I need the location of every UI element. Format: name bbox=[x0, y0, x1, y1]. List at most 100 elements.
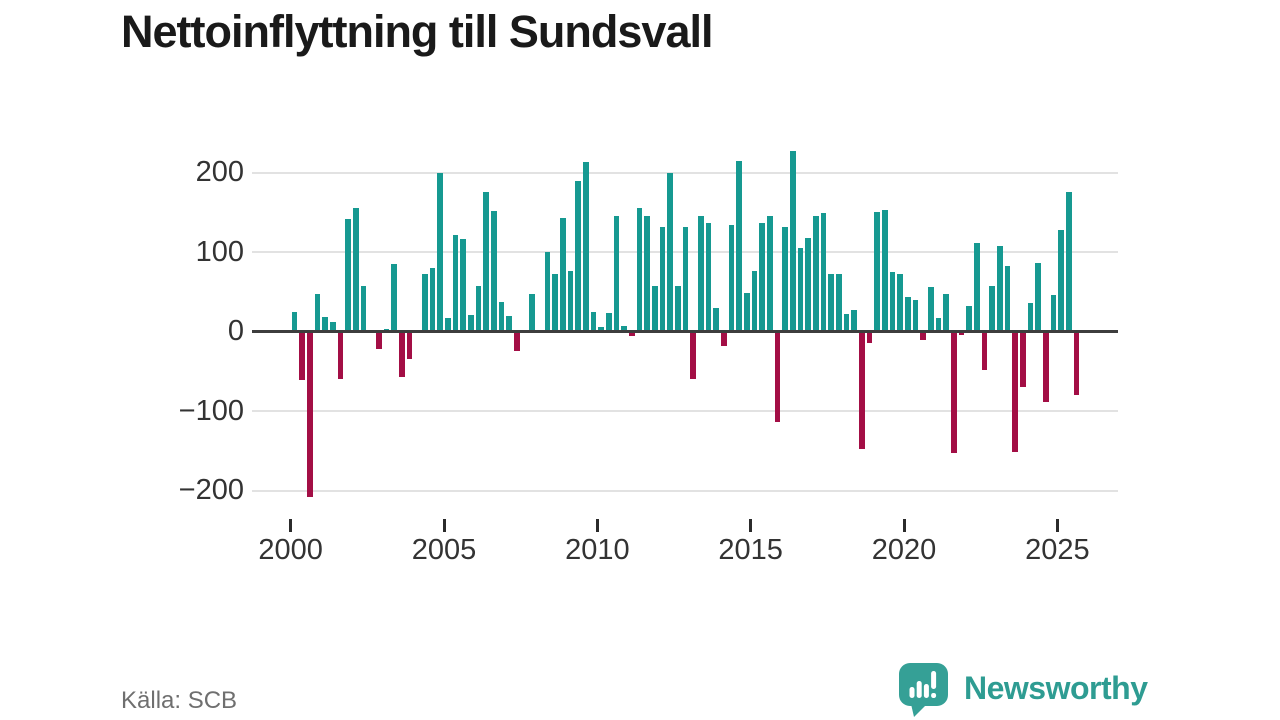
bar-2012q1 bbox=[659, 227, 666, 332]
bar-2007q4 bbox=[529, 294, 535, 332]
x-tick-label-2015: 2015 bbox=[718, 534, 783, 566]
bar-2020q3 bbox=[920, 331, 926, 340]
bar-2019q1 bbox=[874, 212, 880, 332]
bar-2015q3 bbox=[767, 215, 773, 332]
x-tick-label-2010: 2010 bbox=[565, 534, 630, 566]
bar-2004q2 bbox=[422, 273, 428, 332]
bar-2013q3 bbox=[705, 223, 712, 332]
x-tick-mark-2010 bbox=[595, 519, 599, 532]
bar-2002q4 bbox=[376, 331, 382, 350]
bar-2019q2 bbox=[882, 209, 888, 332]
bar-2023q1 bbox=[997, 245, 1003, 332]
x-tick-label-2025: 2025 bbox=[1025, 534, 1090, 566]
bar-2011q2 bbox=[636, 207, 643, 332]
bar-2016q2 bbox=[790, 151, 796, 332]
bar-2000q3 bbox=[307, 331, 313, 498]
bar-2005q3 bbox=[460, 239, 466, 332]
bar-2009q2 bbox=[575, 181, 581, 332]
bar-2023q2 bbox=[1004, 266, 1011, 332]
bar-2009q3 bbox=[583, 162, 589, 332]
bar-2006q2 bbox=[483, 191, 489, 332]
bar-2017q4 bbox=[836, 273, 842, 332]
bar-2005q4 bbox=[468, 314, 474, 332]
bar-2016q3 bbox=[797, 248, 804, 332]
bar-2001q1 bbox=[322, 317, 328, 332]
bar-2001q4 bbox=[345, 218, 351, 332]
bar-2003q2 bbox=[391, 264, 397, 332]
bar-2009q1 bbox=[567, 271, 574, 332]
y-tick-label-100: 100 bbox=[195, 235, 244, 268]
bar-2014q3 bbox=[736, 160, 742, 332]
x-tick-label-2020: 2020 bbox=[871, 534, 937, 566]
y-tick-label-200: 200 bbox=[195, 156, 244, 189]
bar-2013q2 bbox=[698, 216, 704, 332]
x-tick-label-2000: 2000 bbox=[258, 534, 323, 566]
bar-2003q4 bbox=[406, 331, 413, 359]
bar-2014q2 bbox=[728, 225, 735, 332]
bar-2021q4 bbox=[958, 331, 965, 335]
bar-2009q4 bbox=[590, 311, 597, 332]
bar-2012q4 bbox=[682, 227, 689, 332]
bar-2023q4 bbox=[1020, 331, 1026, 388]
bar-2007q2 bbox=[514, 331, 520, 351]
gridline--100 bbox=[252, 410, 1118, 413]
bar-2018q2 bbox=[851, 310, 857, 332]
bar-2013q4 bbox=[713, 307, 719, 332]
x-tick-mark-2020 bbox=[902, 519, 906, 532]
x-tick-mark-2005 bbox=[442, 519, 446, 532]
bar-2008q4 bbox=[560, 217, 566, 332]
bar-2002q1 bbox=[353, 208, 359, 332]
zero-axis-line bbox=[252, 330, 1118, 334]
bar-2024q1 bbox=[1027, 303, 1034, 332]
bar-2024q3 bbox=[1043, 331, 1049, 402]
bar-2019q4 bbox=[897, 274, 903, 332]
bar-2022q2 bbox=[974, 243, 980, 332]
brand-name: Newsworthy bbox=[964, 670, 1148, 706]
bar-2000q1 bbox=[291, 311, 298, 332]
bar-2010q2 bbox=[606, 312, 612, 332]
bar-2025q2 bbox=[1066, 191, 1072, 332]
bar-2007q1 bbox=[506, 315, 512, 332]
bar-2018q1 bbox=[843, 314, 850, 332]
bar-2011q1 bbox=[629, 331, 635, 337]
bar-2023q3 bbox=[1012, 331, 1018, 452]
bar-2006q3 bbox=[491, 210, 497, 332]
bar-2001q2 bbox=[330, 322, 336, 332]
bar-2001q3 bbox=[337, 331, 344, 380]
bar-2022q1 bbox=[966, 306, 972, 332]
x-tick-mark-2000 bbox=[289, 519, 293, 532]
bar-2016q1 bbox=[782, 226, 788, 332]
bar-2010q1 bbox=[598, 326, 604, 332]
bar-2018q3 bbox=[859, 331, 865, 450]
bar-2012q3 bbox=[675, 286, 681, 332]
bar-2012q2 bbox=[667, 172, 673, 332]
bar-2021q2 bbox=[943, 294, 949, 332]
bar-2022q3 bbox=[981, 331, 988, 370]
bar-2008q2 bbox=[544, 252, 551, 332]
bar-2017q1 bbox=[813, 215, 819, 332]
page-title: Nettoinflyttning till Sundsvall bbox=[121, 6, 713, 57]
bar-2025q1 bbox=[1058, 229, 1064, 332]
gridline--200 bbox=[252, 489, 1118, 492]
bar-2017q3 bbox=[828, 273, 834, 332]
bar-2004q4 bbox=[437, 173, 443, 332]
bar-2010q4 bbox=[621, 326, 627, 332]
bar-2014q4 bbox=[744, 292, 750, 332]
bar-2021q3 bbox=[951, 331, 957, 453]
bar-2010q3 bbox=[613, 216, 620, 332]
bar-2016q4 bbox=[805, 237, 811, 332]
bar-2000q4 bbox=[314, 293, 321, 332]
bar-2006q4 bbox=[498, 302, 505, 332]
newsworthy-logo-icon bbox=[896, 660, 953, 717]
bar-2015q2 bbox=[759, 223, 765, 332]
y-tick-label--100: −100 bbox=[178, 394, 244, 427]
bar-2024q2 bbox=[1035, 263, 1041, 332]
bar-2020q1 bbox=[905, 297, 911, 332]
bar-2008q3 bbox=[552, 274, 558, 332]
bar-2003q3 bbox=[399, 331, 405, 378]
bar-2011q3 bbox=[644, 216, 650, 332]
gridline-200 bbox=[252, 171, 1118, 174]
bar-2014q1 bbox=[721, 331, 727, 346]
